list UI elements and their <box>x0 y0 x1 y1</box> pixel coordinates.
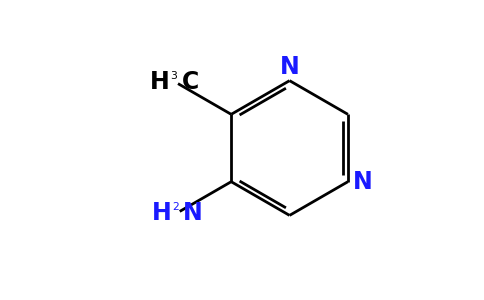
Text: H: H <box>152 201 172 225</box>
Text: H: H <box>151 70 170 94</box>
Text: $_2$: $_2$ <box>172 198 180 213</box>
Text: N: N <box>353 170 373 194</box>
Text: N: N <box>280 55 300 79</box>
Text: $_3$: $_3$ <box>170 67 178 82</box>
Text: C: C <box>182 70 199 94</box>
Text: N: N <box>183 201 202 225</box>
